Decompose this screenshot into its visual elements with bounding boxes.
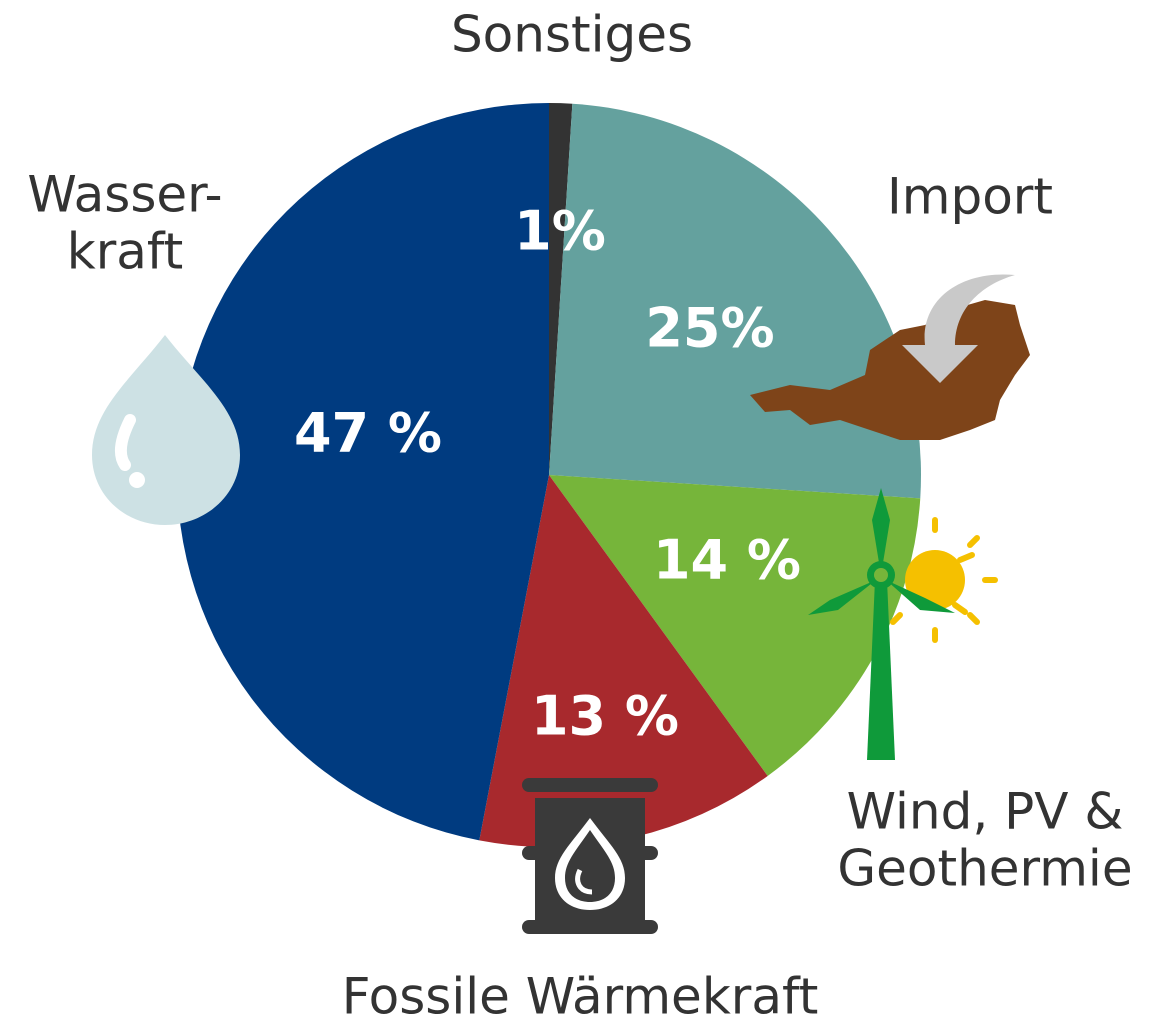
category-label: Wasser- (27, 166, 222, 224)
oil-barrel-icon (522, 778, 658, 934)
austria-map-icon (750, 300, 1030, 440)
category-label: kraft (67, 223, 183, 281)
import-arrow-icon (902, 274, 1015, 383)
drop-highlight-dot (129, 472, 145, 488)
category-label: Fossile Wärmekraft (342, 968, 819, 1024)
value-label: 14 % (653, 529, 801, 592)
category-label: Geothermie (837, 840, 1132, 898)
value-label: 25% (645, 297, 774, 360)
value-label: 47 % (294, 402, 442, 465)
water-drop-icon (92, 335, 240, 525)
sun-icon (890, 517, 998, 643)
category-label: Import (887, 168, 1053, 226)
wind-turbine-icon (808, 488, 955, 760)
value-label: 1% (514, 200, 606, 263)
drop-highlight (114, 414, 136, 471)
icons (92, 274, 1030, 934)
pie-slice (177, 103, 549, 841)
category-label: Wind, PV & (847, 783, 1124, 841)
category-label: Sonstiges (451, 6, 693, 64)
pie-slice (549, 475, 921, 776)
pie-slice (479, 475, 768, 847)
value-label: 13 % (531, 685, 679, 748)
labels: 1% 25% 14 % 13 % 47 % Sonstiges Import Wind, PV… (27, 6, 1132, 1024)
pie-slice (549, 103, 573, 475)
